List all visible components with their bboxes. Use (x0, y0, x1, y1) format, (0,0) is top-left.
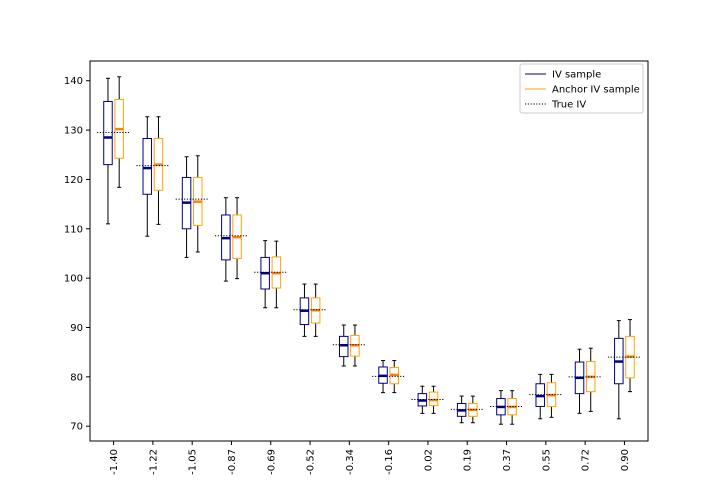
legend-label-1: Anchor IV sample (552, 85, 640, 96)
x-tick-label-2: -1.05 (188, 449, 199, 475)
x-tick-label-5: -0.52 (306, 449, 317, 475)
iv-box-7 (378, 360, 388, 394)
iv-box-1-box (142, 137, 153, 195)
anchor-box-0 (114, 76, 124, 188)
x-tick-label-6: -0.34 (345, 449, 356, 475)
iv-box-13 (614, 320, 624, 420)
x-tick-label-11: 0.55 (541, 449, 552, 471)
iv-box-4 (260, 240, 270, 309)
y-tick-label-70: 70 (70, 422, 83, 433)
y-tick-label-110: 110 (64, 224, 83, 235)
anchor-box-7 (389, 360, 399, 394)
x-tick-label-8: 0.02 (423, 449, 434, 471)
y-tick-label-120: 120 (64, 175, 83, 186)
anchor-box-2 (193, 155, 203, 253)
x-tick-label-12: 0.72 (581, 449, 592, 471)
legend-label-2: True IV (551, 100, 586, 111)
iv-box-1 (142, 116, 153, 237)
x-tick-label-13: 0.90 (620, 449, 631, 471)
anchor-box-8 (428, 385, 439, 414)
x-tick-label-1: -1.22 (148, 449, 159, 475)
anchor-box-3 (232, 197, 242, 280)
iv-box-5 (299, 283, 310, 337)
anchor-box-6 (350, 324, 360, 367)
y-tick-label-80: 80 (70, 372, 83, 383)
y-tick-label-100: 100 (64, 274, 83, 285)
y-tick-label-140: 140 (64, 76, 83, 87)
x-tick-label-3: -0.87 (227, 449, 238, 475)
y-tick-label-90: 90 (70, 323, 83, 334)
iv-box-12 (574, 348, 585, 414)
legend: IV sample Anchor IV sample True IV (519, 63, 644, 114)
x-tick-label-7: -0.16 (384, 449, 395, 475)
anchor-box-5 (310, 283, 321, 337)
x-tick-label-10: 0.37 (502, 449, 513, 471)
plot-frame (89, 60, 649, 442)
iv-box-6 (339, 324, 349, 367)
iv-box-2 (181, 156, 192, 258)
legend-box (519, 63, 644, 114)
x-tick-label-9: 0.19 (463, 449, 474, 471)
x-tick-label-4: -0.69 (266, 449, 277, 475)
iv-box-3 (221, 197, 231, 282)
plot-layer (97, 76, 641, 425)
legend-label-0: IV sample (552, 70, 601, 81)
y-tick-label-130: 130 (64, 126, 83, 137)
axes-layer: 70 80 90 100 110 120 130 140 -1.40 -1.22 -1.05 -0.8… (64, 60, 649, 475)
anchor-box-1 (153, 116, 164, 225)
iv-box-0 (103, 77, 113, 225)
x-tick-label-0: -1.40 (109, 449, 120, 475)
